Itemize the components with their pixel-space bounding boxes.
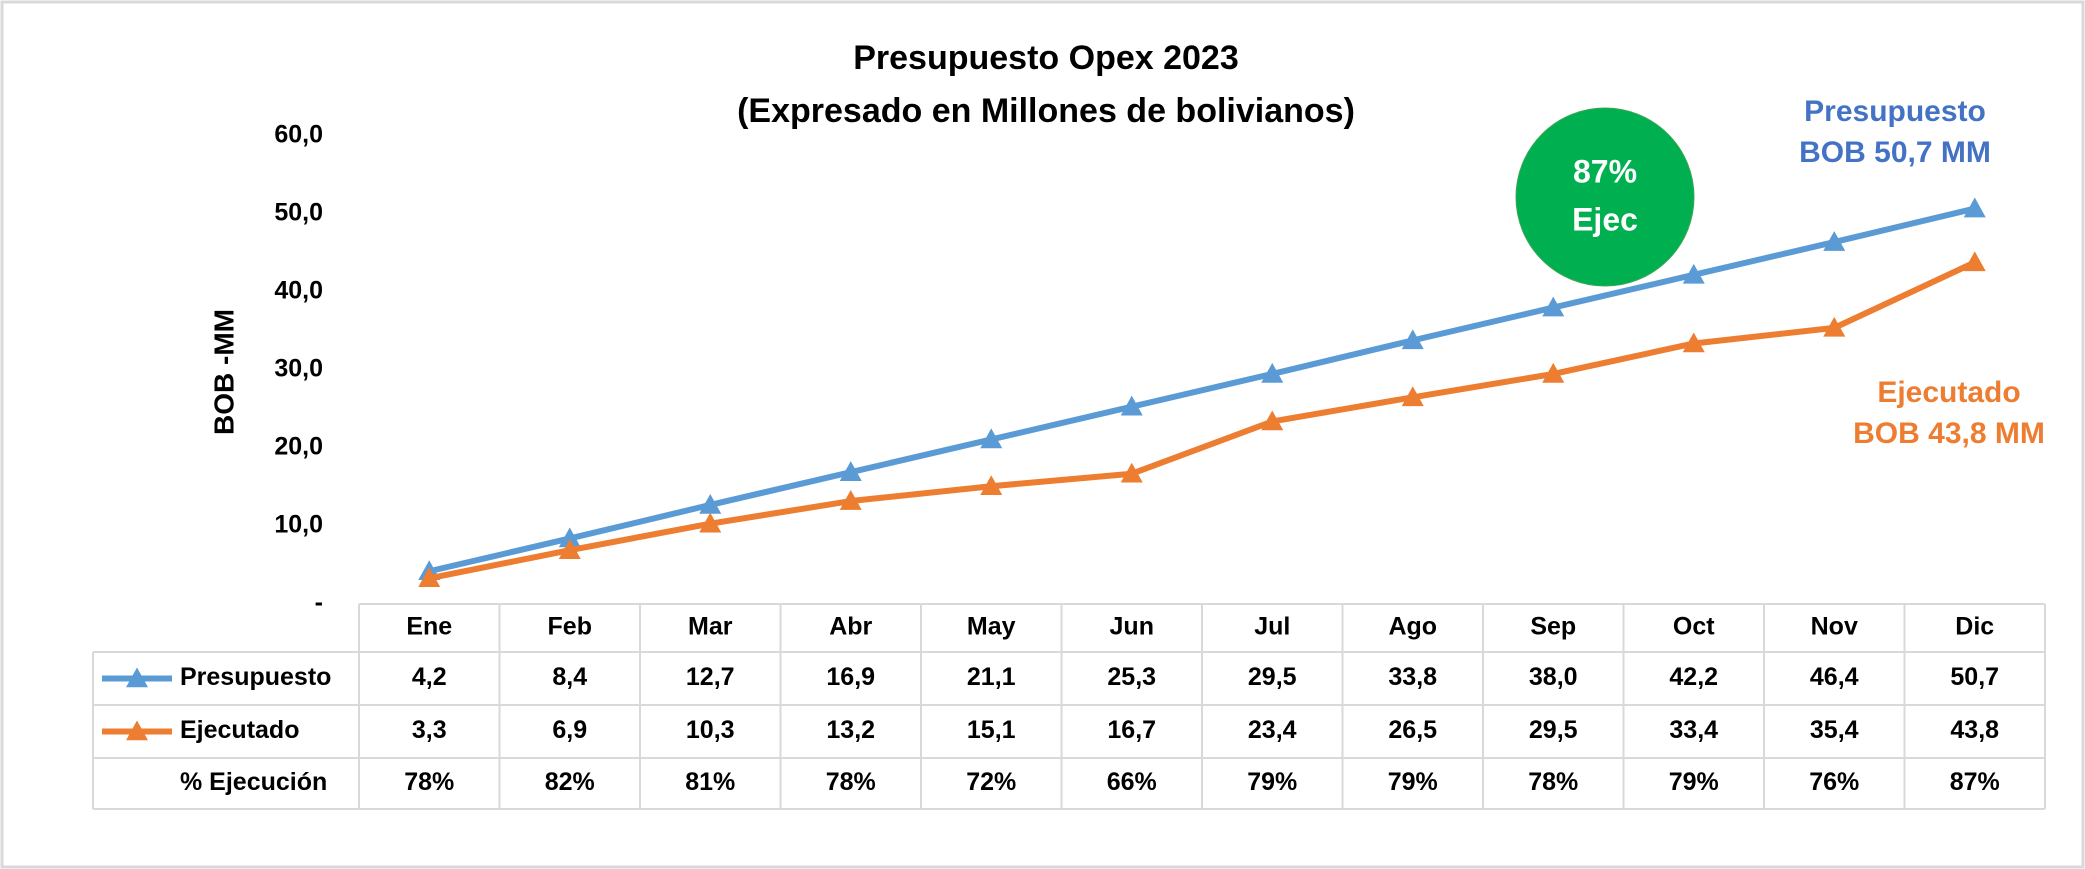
marker (1963, 251, 1986, 272)
table-cell: 87% (1950, 768, 2000, 796)
marker (980, 428, 1003, 449)
marker (699, 493, 722, 514)
table-cell: 78% (826, 768, 876, 796)
marker (1401, 329, 1424, 350)
y-tick-label: 40,0 (274, 277, 323, 305)
marker (1120, 395, 1143, 416)
y-tick-label: 30,0 (274, 355, 323, 383)
table-cell: 29,5 (1529, 716, 1578, 744)
marker (1261, 410, 1284, 431)
marker (1261, 362, 1284, 383)
marker (1120, 462, 1143, 483)
x-tick-label: Sep (1530, 613, 1576, 641)
table-cell: 12,7 (686, 663, 735, 691)
marker (418, 567, 441, 588)
series-line (428, 205, 1976, 575)
marker (699, 512, 722, 533)
x-tick-label: May (967, 613, 1016, 641)
y-tick-label: 20,0 (274, 433, 323, 461)
table-cell: 46,4 (1810, 663, 1859, 691)
row-label: % Ejecución (180, 768, 327, 796)
table-cell: 79% (1388, 768, 1438, 796)
chart-subtitle: (Expresado en Millones de bolivianos) (737, 92, 1355, 130)
x-tick-label: Dic (1955, 613, 1994, 641)
annotation: BOB 50,7 MM (1799, 136, 1991, 169)
table-cell: 8,4 (552, 663, 587, 691)
marker (558, 527, 581, 548)
y-tick-label: 60,0 (274, 121, 323, 149)
table-cell: 33,4 (1669, 716, 1718, 744)
table-cell: 79% (1669, 768, 1719, 796)
table-cell: 43,8 (1950, 716, 1999, 744)
x-tick-label: Ago (1388, 613, 1437, 641)
y-tick-label: 10,0 (274, 511, 323, 539)
marker (1823, 316, 1846, 337)
table-cell: 16,7 (1107, 716, 1156, 744)
badge-text: 87% (1573, 153, 1637, 189)
legend-marker (126, 720, 148, 741)
legend-marker (126, 667, 148, 688)
table-cell: 21,1 (967, 663, 1016, 691)
x-tick-label: Feb (548, 613, 592, 641)
y-axis-title: BOB -MM (208, 309, 239, 435)
annotation: BOB 43,8 MM (1853, 417, 2045, 450)
marker (839, 461, 862, 481)
table-cell: 33,8 (1388, 663, 1437, 691)
y-tick-label: - (315, 589, 323, 617)
badge (1515, 107, 1695, 287)
x-tick-label: Jul (1254, 613, 1290, 641)
x-tick-label: Ene (406, 613, 452, 641)
table-cell: 15,1 (967, 716, 1016, 744)
marker (980, 475, 1003, 496)
table-cell: 29,5 (1248, 663, 1297, 691)
table-cell: 81% (685, 768, 735, 796)
marker (1823, 231, 1846, 251)
x-tick-label: Nov (1811, 613, 1858, 641)
y-tick-label: 50,0 (274, 199, 323, 227)
x-tick-label: Abr (829, 613, 872, 641)
annotation: Presupuesto (1804, 95, 1986, 128)
chart-title: Presupuesto Opex 2023 (853, 39, 1239, 77)
table-cell: 78% (1528, 768, 1578, 796)
table-cell: 3,3 (412, 716, 447, 744)
legend-label: Ejecutado (180, 716, 299, 744)
table-cell: 42,2 (1669, 663, 1718, 691)
table-cell: 13,2 (826, 716, 875, 744)
marker (839, 490, 862, 510)
table-cell: 35,4 (1810, 716, 1859, 744)
marker (1963, 197, 1986, 218)
marker (1542, 296, 1565, 317)
x-tick-label: Oct (1673, 613, 1715, 641)
marker (1542, 362, 1565, 383)
marker (1682, 332, 1705, 353)
table-cell: 82% (545, 768, 595, 796)
marker (1401, 386, 1424, 407)
marker (558, 539, 581, 559)
table-cell: 66% (1107, 768, 1157, 796)
table-cell: 72% (966, 768, 1016, 796)
table-cell: 50,7 (1950, 663, 1999, 691)
legend-label: Presupuesto (180, 663, 331, 691)
table-cell: 79% (1247, 768, 1297, 796)
x-tick-label: Jun (1110, 613, 1154, 641)
table-cell: 4,2 (412, 663, 447, 691)
table-cell: 38,0 (1529, 663, 1578, 691)
table-cell: 25,3 (1107, 663, 1156, 691)
series-line (428, 259, 1977, 582)
table-cell: 16,9 (826, 663, 875, 691)
table-cell: 10,3 (686, 716, 735, 744)
table-cell: 78% (404, 768, 454, 796)
x-tick-label: Mar (688, 613, 733, 641)
badge-text: Ejec (1572, 201, 1638, 237)
marker (1682, 263, 1705, 284)
table-cell: 26,5 (1388, 716, 1437, 744)
table-cell: 23,4 (1248, 716, 1297, 744)
annotation: Ejecutado (1877, 376, 2020, 409)
table-cell: 6,9 (552, 716, 587, 744)
table-cell: 76% (1809, 768, 1859, 796)
